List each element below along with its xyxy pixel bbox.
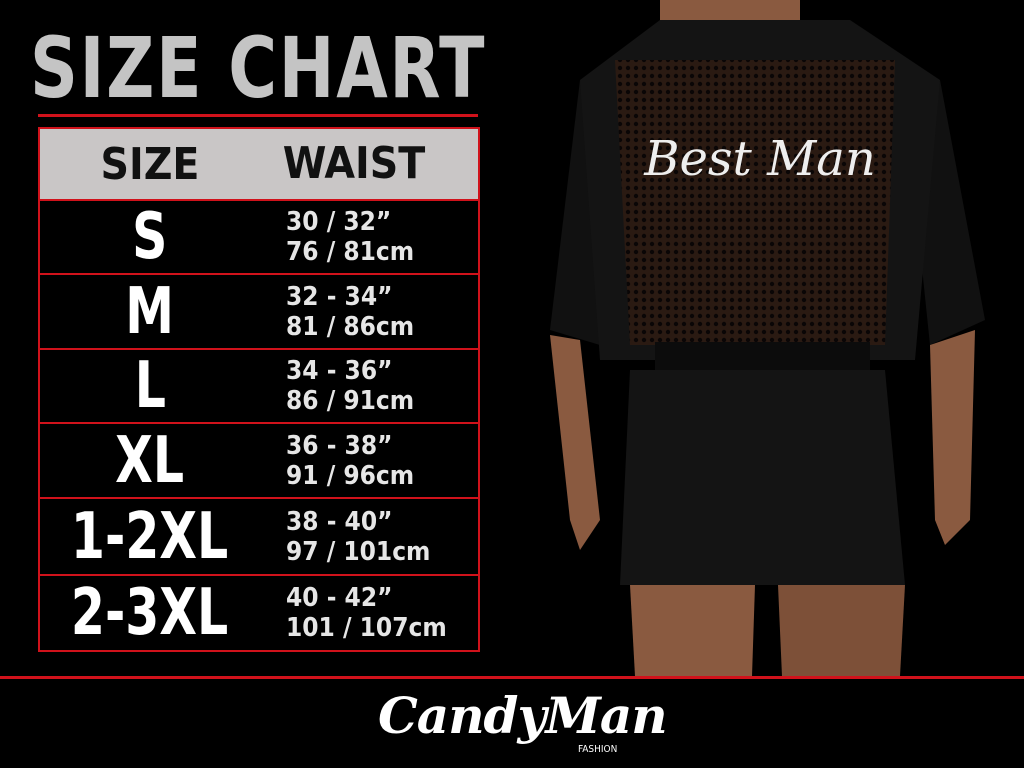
table-row: 1-2XL 38 - 40” 97 / 101cm (40, 497, 478, 574)
size-label: S (132, 200, 168, 274)
title-divider (38, 114, 478, 117)
waist-cm: 76 / 81cm (286, 237, 415, 267)
size-label: L (134, 349, 166, 423)
robe-text: Best Man (643, 131, 876, 187)
header-size: SIZE (100, 138, 200, 190)
brand-logo-sub: FASHION (578, 744, 618, 755)
table-row: XL 36 - 38” 91 / 96cm (40, 422, 478, 498)
table-header: SIZE WAIST (40, 129, 478, 199)
waist-cm: 101 / 107cm (286, 613, 447, 643)
footer-divider (0, 676, 1024, 679)
header-waist: WAIST (282, 138, 426, 189)
size-label: 1-2XL (71, 499, 229, 574)
table-row: M 32 - 34” 81 / 86cm (40, 273, 478, 349)
waist-inches: 38 - 40” (286, 506, 393, 537)
table-row: S 30 / 32” 76 / 81cm (40, 199, 478, 274)
product-photo: Best Man (550, 0, 985, 676)
page-title: SIZE CHART (30, 19, 487, 117)
size-table: SIZE WAIST S 30 / 32” 76 / 81cm M 32 - 34”… (38, 127, 480, 652)
waist-cm: 81 / 86cm (286, 311, 415, 342)
table-row: L 34 - 36” 86 / 91cm (40, 348, 478, 423)
size-label: 2-3XL (71, 576, 229, 650)
waist-inches: 34 - 36” (286, 356, 393, 386)
waist-inches: 40 - 42” (286, 583, 393, 613)
waist-inches: 36 - 38” (286, 430, 393, 461)
size-label: M (125, 274, 175, 349)
size-label: XL (115, 423, 185, 498)
waist-cm: 97 / 101cm (286, 536, 431, 567)
waist-inches: 30 / 32” (286, 207, 392, 237)
brand-logo: CandyMan (378, 686, 668, 745)
table-row: 2-3XL 40 - 42” 101 / 107cm (40, 574, 478, 650)
waist-inches: 32 - 34” (286, 281, 393, 312)
waist-cm: 91 / 96cm (286, 460, 415, 491)
waist-cm: 86 / 91cm (286, 386, 415, 416)
